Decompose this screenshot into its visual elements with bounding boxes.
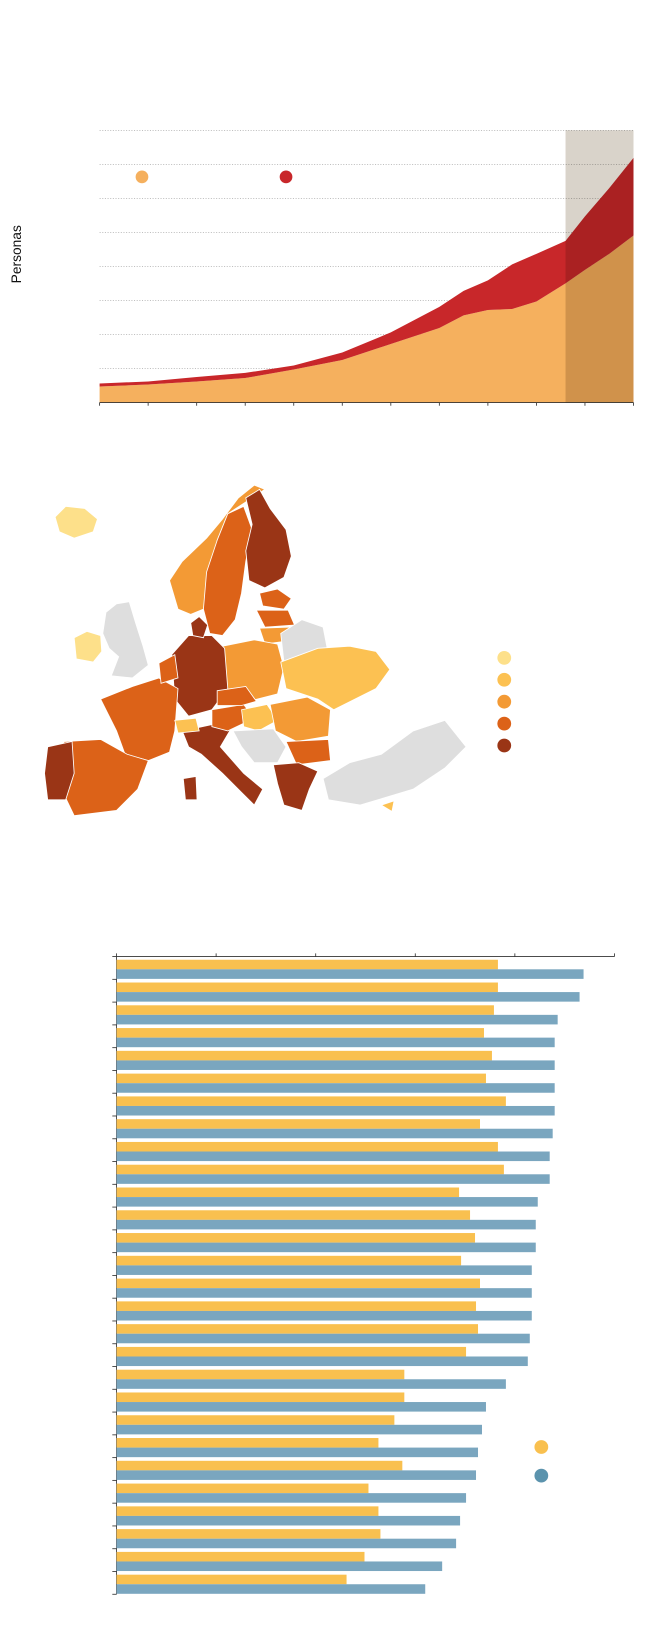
bar bbox=[116, 1310, 532, 1321]
map-region bbox=[272, 762, 319, 811]
bar bbox=[116, 1402, 486, 1412]
map-region bbox=[216, 685, 258, 706]
area bbox=[99, 157, 634, 387]
map-region bbox=[174, 717, 200, 734]
y-axis-label: Personas bbox=[9, 225, 24, 283]
bar bbox=[116, 1197, 538, 1207]
legend-marker bbox=[497, 650, 512, 665]
legend-marker bbox=[279, 170, 293, 184]
bar bbox=[116, 969, 584, 979]
bar bbox=[116, 1096, 506, 1106]
map-region bbox=[269, 696, 331, 742]
bar bbox=[116, 1415, 395, 1425]
bar bbox=[116, 1470, 477, 1480]
bar bbox=[116, 1233, 476, 1243]
bar bbox=[116, 1174, 550, 1184]
bar bbox=[116, 1005, 494, 1015]
bar bbox=[116, 1324, 479, 1334]
bar bbox=[116, 1346, 467, 1357]
bar bbox=[116, 1242, 536, 1253]
bar bbox=[116, 1014, 558, 1025]
map-region bbox=[73, 630, 103, 663]
map-region bbox=[380, 800, 395, 813]
bar bbox=[116, 1219, 536, 1230]
map-region bbox=[100, 677, 179, 762]
bar bbox=[116, 1447, 479, 1458]
bar bbox=[116, 1288, 532, 1298]
map-region bbox=[322, 719, 467, 806]
area bbox=[99, 235, 634, 403]
legend-marker bbox=[497, 738, 512, 753]
bar bbox=[116, 1210, 471, 1220]
legend-marker bbox=[135, 170, 149, 184]
bar bbox=[116, 1301, 477, 1311]
bar bbox=[116, 1037, 555, 1048]
bar bbox=[116, 1255, 462, 1266]
bar bbox=[116, 1574, 347, 1585]
shaded-region bbox=[565, 130, 634, 403]
legend-marker bbox=[497, 694, 512, 709]
bar bbox=[116, 1584, 426, 1594]
bar bbox=[116, 1333, 530, 1344]
map-region bbox=[245, 488, 292, 589]
bar bbox=[116, 1050, 492, 1061]
bar bbox=[116, 1187, 460, 1198]
bar bbox=[116, 1460, 403, 1471]
bar bbox=[116, 1379, 506, 1389]
map-region bbox=[158, 653, 179, 684]
bar bbox=[116, 1105, 555, 1116]
map-region bbox=[182, 775, 198, 801]
bar bbox=[116, 1424, 482, 1435]
legend-marker bbox=[497, 672, 512, 687]
legend-marker bbox=[534, 1440, 549, 1454]
map-region bbox=[232, 728, 287, 764]
bar bbox=[116, 1356, 528, 1367]
bar bbox=[116, 1538, 457, 1549]
bar bbox=[116, 1141, 498, 1152]
bar bbox=[116, 1128, 553, 1139]
legend-marker bbox=[497, 716, 512, 731]
map-region bbox=[285, 738, 331, 766]
bar bbox=[116, 1151, 550, 1162]
map-region bbox=[280, 645, 391, 711]
bar bbox=[116, 1493, 467, 1503]
map-region bbox=[54, 505, 98, 539]
bar bbox=[116, 1083, 555, 1093]
map-region bbox=[202, 505, 253, 637]
map-region bbox=[102, 601, 149, 679]
map-region bbox=[190, 615, 209, 639]
bar bbox=[116, 1060, 555, 1070]
bar bbox=[116, 992, 580, 1002]
bar bbox=[116, 1392, 405, 1403]
legend-marker bbox=[534, 1468, 549, 1483]
map-region bbox=[44, 741, 75, 801]
bar bbox=[116, 1515, 461, 1526]
map-region bbox=[255, 609, 296, 628]
bar bbox=[116, 1551, 365, 1562]
bar bbox=[116, 1529, 381, 1539]
bar bbox=[116, 982, 498, 993]
bar bbox=[116, 1369, 405, 1380]
bar bbox=[116, 1483, 369, 1494]
bar bbox=[116, 1438, 379, 1448]
bar bbox=[116, 1278, 480, 1289]
bar bbox=[116, 1073, 486, 1084]
map-region bbox=[259, 588, 292, 610]
bar bbox=[116, 1164, 504, 1175]
bar bbox=[116, 1119, 480, 1129]
bar bbox=[116, 1265, 532, 1275]
map-region bbox=[241, 703, 279, 732]
bar bbox=[116, 1561, 443, 1572]
bar bbox=[116, 1506, 379, 1516]
bar bbox=[116, 959, 498, 970]
bar bbox=[116, 1028, 484, 1038]
